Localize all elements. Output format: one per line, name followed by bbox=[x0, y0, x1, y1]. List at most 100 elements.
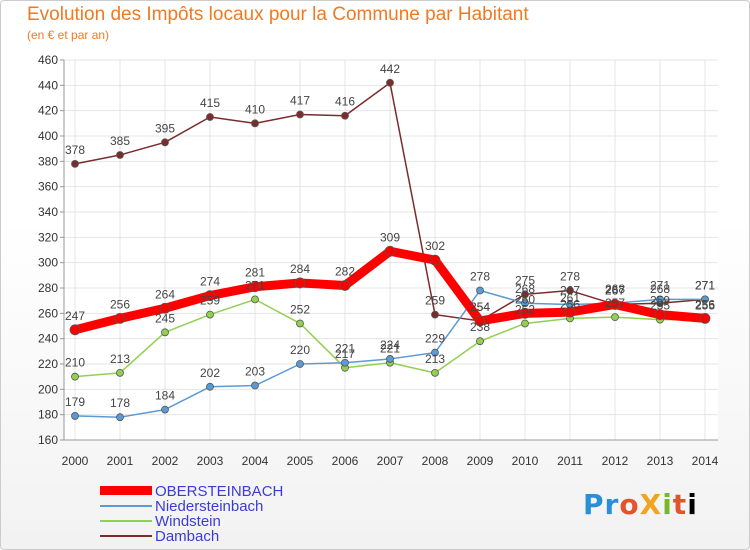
legend-label-obersteinbach: OBERSTEINBACH bbox=[155, 483, 284, 500]
y-tick-label: 360 bbox=[38, 180, 58, 194]
data-point-windstein bbox=[431, 368, 439, 377]
legend-label-dambach: Dambach bbox=[155, 528, 220, 545]
data-point-dambach bbox=[386, 78, 394, 87]
data-point-obersteinbach bbox=[429, 254, 441, 266]
data-point-windstein bbox=[476, 337, 484, 346]
data-point-dambach bbox=[116, 151, 124, 159]
chart-title: Evolution des Impôts locaux pour la Comm… bbox=[27, 4, 529, 25]
y-tick-label: 320 bbox=[38, 230, 58, 244]
legend-swatch-windstein bbox=[100, 520, 152, 522]
data-label-windstein: 210 bbox=[65, 356, 85, 370]
data-point-dambach bbox=[161, 138, 169, 147]
data-label-obersteinbach: 256 bbox=[695, 297, 715, 311]
x-tick-label: 2010 bbox=[512, 454, 539, 468]
data-label-niedersteinbach: 178 bbox=[110, 396, 130, 410]
data-point-dambach bbox=[566, 286, 574, 295]
data-label-niedersteinbach: 203 bbox=[245, 365, 265, 379]
data-label-niedersteinbach: 229 bbox=[425, 332, 445, 346]
data-point-niedersteinbach bbox=[341, 358, 349, 367]
data-point-obersteinbach bbox=[339, 280, 351, 291]
data-point-dambach bbox=[341, 111, 349, 120]
data-label-niedersteinbach: 267 bbox=[560, 283, 580, 297]
legend-swatch-niedersteinbach bbox=[100, 505, 152, 507]
data-label-windstein: 252 bbox=[515, 302, 535, 316]
data-label-windstein: 257 bbox=[605, 296, 625, 310]
data-point-niedersteinbach bbox=[386, 355, 394, 363]
data-label-obersteinbach: 267 bbox=[605, 283, 625, 297]
data-label-obersteinbach: 302 bbox=[425, 239, 445, 253]
data-point-dambach bbox=[296, 110, 304, 119]
data-label-niedersteinbach: 221 bbox=[335, 342, 355, 356]
data-point-windstein bbox=[161, 328, 169, 337]
data-point-windstein bbox=[521, 319, 529, 328]
y-tick-label: 440 bbox=[38, 78, 58, 92]
data-point-niedersteinbach bbox=[206, 382, 214, 391]
data-label-obersteinbach: 281 bbox=[245, 266, 265, 280]
data-point-dambach bbox=[251, 119, 259, 128]
data-point-obersteinbach bbox=[114, 312, 126, 324]
x-tick-label: 2007 bbox=[377, 454, 404, 468]
data-point-niedersteinbach bbox=[521, 299, 529, 308]
data-label-niedersteinbach: 179 bbox=[65, 395, 85, 409]
data-label-windstein: 213 bbox=[110, 352, 130, 366]
data-point-windstein bbox=[611, 313, 619, 322]
proxiti-logo: ProXiti bbox=[583, 488, 698, 521]
x-tick-label: 2004 bbox=[242, 454, 269, 468]
data-label-obersteinbach: 256 bbox=[110, 297, 130, 311]
data-point-obersteinbach bbox=[249, 281, 261, 293]
x-tick-label: 2005 bbox=[287, 454, 314, 468]
x-tick-label: 2008 bbox=[422, 454, 449, 468]
data-point-dambach bbox=[521, 290, 529, 299]
y-tick-label: 280 bbox=[38, 281, 58, 295]
x-tick-label: 2013 bbox=[647, 454, 674, 468]
x-tick-label: 2012 bbox=[602, 454, 629, 468]
x-tick-label: 2011 bbox=[557, 454, 583, 468]
x-tick-label: 2009 bbox=[467, 454, 494, 468]
data-point-obersteinbach bbox=[609, 299, 621, 310]
data-label-dambach: 417 bbox=[290, 93, 310, 107]
data-label-niedersteinbach: 271 bbox=[650, 278, 670, 292]
data-point-niedersteinbach bbox=[71, 412, 79, 420]
data-label-dambach: 271 bbox=[695, 278, 715, 292]
data-point-niedersteinbach bbox=[116, 413, 124, 422]
data-point-windstein bbox=[116, 368, 124, 377]
data-label-windstein: 256 bbox=[560, 297, 580, 311]
data-label-obersteinbach: 254 bbox=[470, 300, 490, 314]
data-label-dambach: 442 bbox=[380, 62, 400, 76]
data-label-dambach: 415 bbox=[200, 96, 220, 110]
x-tick-label: 2000 bbox=[62, 454, 89, 468]
legend-swatch-obersteinbach bbox=[100, 486, 152, 495]
data-label-windstein: 252 bbox=[290, 302, 310, 316]
data-label-niedersteinbach: 184 bbox=[155, 389, 175, 403]
y-tick-label: 400 bbox=[38, 129, 58, 143]
data-point-niedersteinbach bbox=[701, 295, 709, 304]
data-point-windstein bbox=[206, 310, 214, 319]
y-tick-label: 240 bbox=[38, 332, 58, 346]
data-label-niedersteinbach: 268 bbox=[605, 282, 625, 296]
data-point-dambach bbox=[71, 159, 79, 168]
data-point-niedersteinbach bbox=[296, 360, 304, 368]
data-label-niedersteinbach: 224 bbox=[380, 338, 400, 352]
y-tick-label: 340 bbox=[38, 205, 58, 219]
data-label-dambach: 275 bbox=[515, 273, 535, 287]
data-label-niedersteinbach: 220 bbox=[290, 343, 310, 357]
data-label-niedersteinbach: 268 bbox=[515, 282, 535, 296]
data-label-dambach: 378 bbox=[65, 143, 85, 157]
data-point-niedersteinbach bbox=[251, 381, 259, 390]
data-label-niedersteinbach: 271 bbox=[695, 278, 715, 292]
data-label-obersteinbach: 274 bbox=[200, 275, 220, 289]
data-label-windstein: 217 bbox=[335, 347, 355, 361]
data-point-obersteinbach bbox=[654, 309, 666, 321]
y-tick-label: 380 bbox=[38, 154, 58, 168]
data-label-dambach: 259 bbox=[425, 294, 445, 308]
data-point-obersteinbach bbox=[474, 315, 486, 327]
data-point-niedersteinbach bbox=[161, 405, 169, 414]
data-point-dambach bbox=[206, 113, 214, 121]
data-label-obersteinbach: 282 bbox=[335, 264, 355, 278]
data-point-obersteinbach bbox=[519, 307, 531, 319]
data-label-niedersteinbach: 278 bbox=[470, 270, 490, 284]
x-tick-label: 2014 bbox=[692, 454, 719, 468]
y-tick-label: 300 bbox=[38, 256, 58, 270]
data-label-obersteinbach: 264 bbox=[155, 287, 175, 301]
